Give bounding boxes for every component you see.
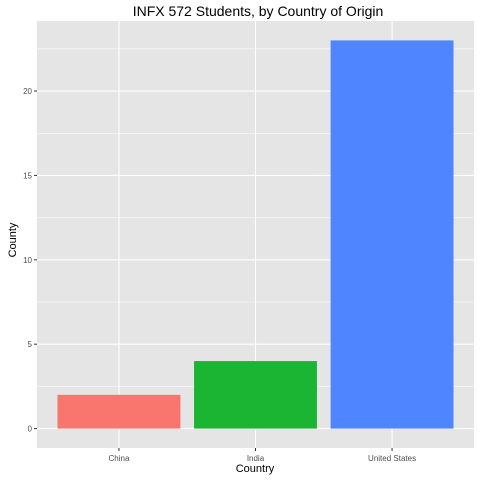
y-tick-label: 0 (28, 425, 33, 434)
y-tick-label: 10 (23, 256, 32, 265)
y-tick-label: 5 (28, 340, 33, 349)
y-axis-title: County (7, 222, 19, 257)
y-tick-label: 15 (23, 171, 32, 180)
x-tick-label: United States (368, 454, 416, 463)
x-tick-label: China (108, 454, 129, 463)
x-tick-label: India (247, 454, 265, 463)
bar-united-states (330, 40, 454, 429)
bar-china (57, 394, 181, 429)
bar-india (194, 361, 317, 429)
y-axis: 0 5 10 15 20 (23, 87, 37, 434)
x-axis: China India United States (108, 448, 416, 463)
bars (57, 40, 454, 429)
x-axis-title: Country (236, 463, 275, 475)
y-tick-label: 20 (23, 87, 32, 96)
chart-title: INFX 572 Students, by Country of Origin (133, 3, 384, 19)
